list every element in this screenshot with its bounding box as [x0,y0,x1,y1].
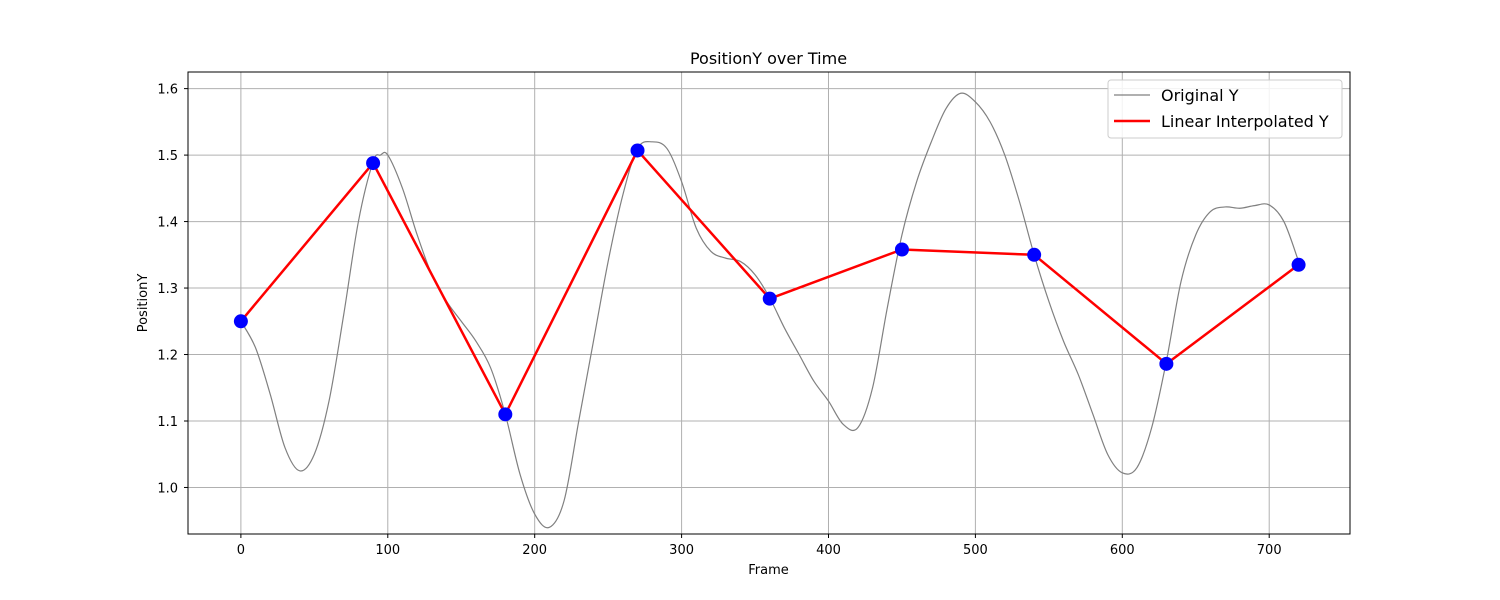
ticks: 0 100 200 300 400 500 600 700 1.0 1.1 1.2 1.3 1.4 1.5… [157,83,1281,558]
y-tick-label: 1.1 [157,415,178,430]
keyframe-point [498,407,513,422]
keyframe-point [762,291,777,306]
x-axis-title: Frame [748,563,789,578]
keyframe-point [1027,247,1042,262]
y-tick-label: 1.3 [157,282,178,297]
plot-frame [187,71,1351,535]
x-tick-label: 500 [963,543,988,558]
keyframe-point [1159,356,1174,371]
grid [188,72,1350,534]
x-tick-label: 0 [237,543,245,558]
x-tick-label: 300 [669,543,694,558]
legend-label-original: Original Y [1161,86,1239,105]
keyframe-point [1291,257,1306,272]
x-tick-label: 700 [1257,543,1282,558]
y-tick-label: 1.4 [157,216,178,231]
series [233,92,1306,529]
x-tick-label: 400 [816,543,841,558]
series-interpolated-y-line [239,149,1300,416]
y-tick-label: 1.6 [157,83,178,98]
legend-box [1107,79,1343,139]
series-original-y-line [240,92,1300,529]
keyframe-point [366,156,381,171]
x-tick-label: 600 [1110,543,1135,558]
x-tick-label: 200 [522,543,547,558]
y-axis-title: PositionY [136,274,151,333]
legend-label-interpolated: Linear Interpolated Y [1161,112,1329,131]
legend: Original Y Linear Interpolated Y [1107,79,1343,139]
keyframe-point [630,143,645,158]
keyframe-point [894,242,909,257]
y-tick-label: 1.0 [157,481,178,496]
y-tick-label: 1.5 [157,149,178,164]
x-tick-label: 100 [375,543,400,558]
chart-title: PositionY over Time [690,49,847,68]
y-tick-label: 1.2 [157,349,178,364]
keyframe-point [233,314,248,329]
